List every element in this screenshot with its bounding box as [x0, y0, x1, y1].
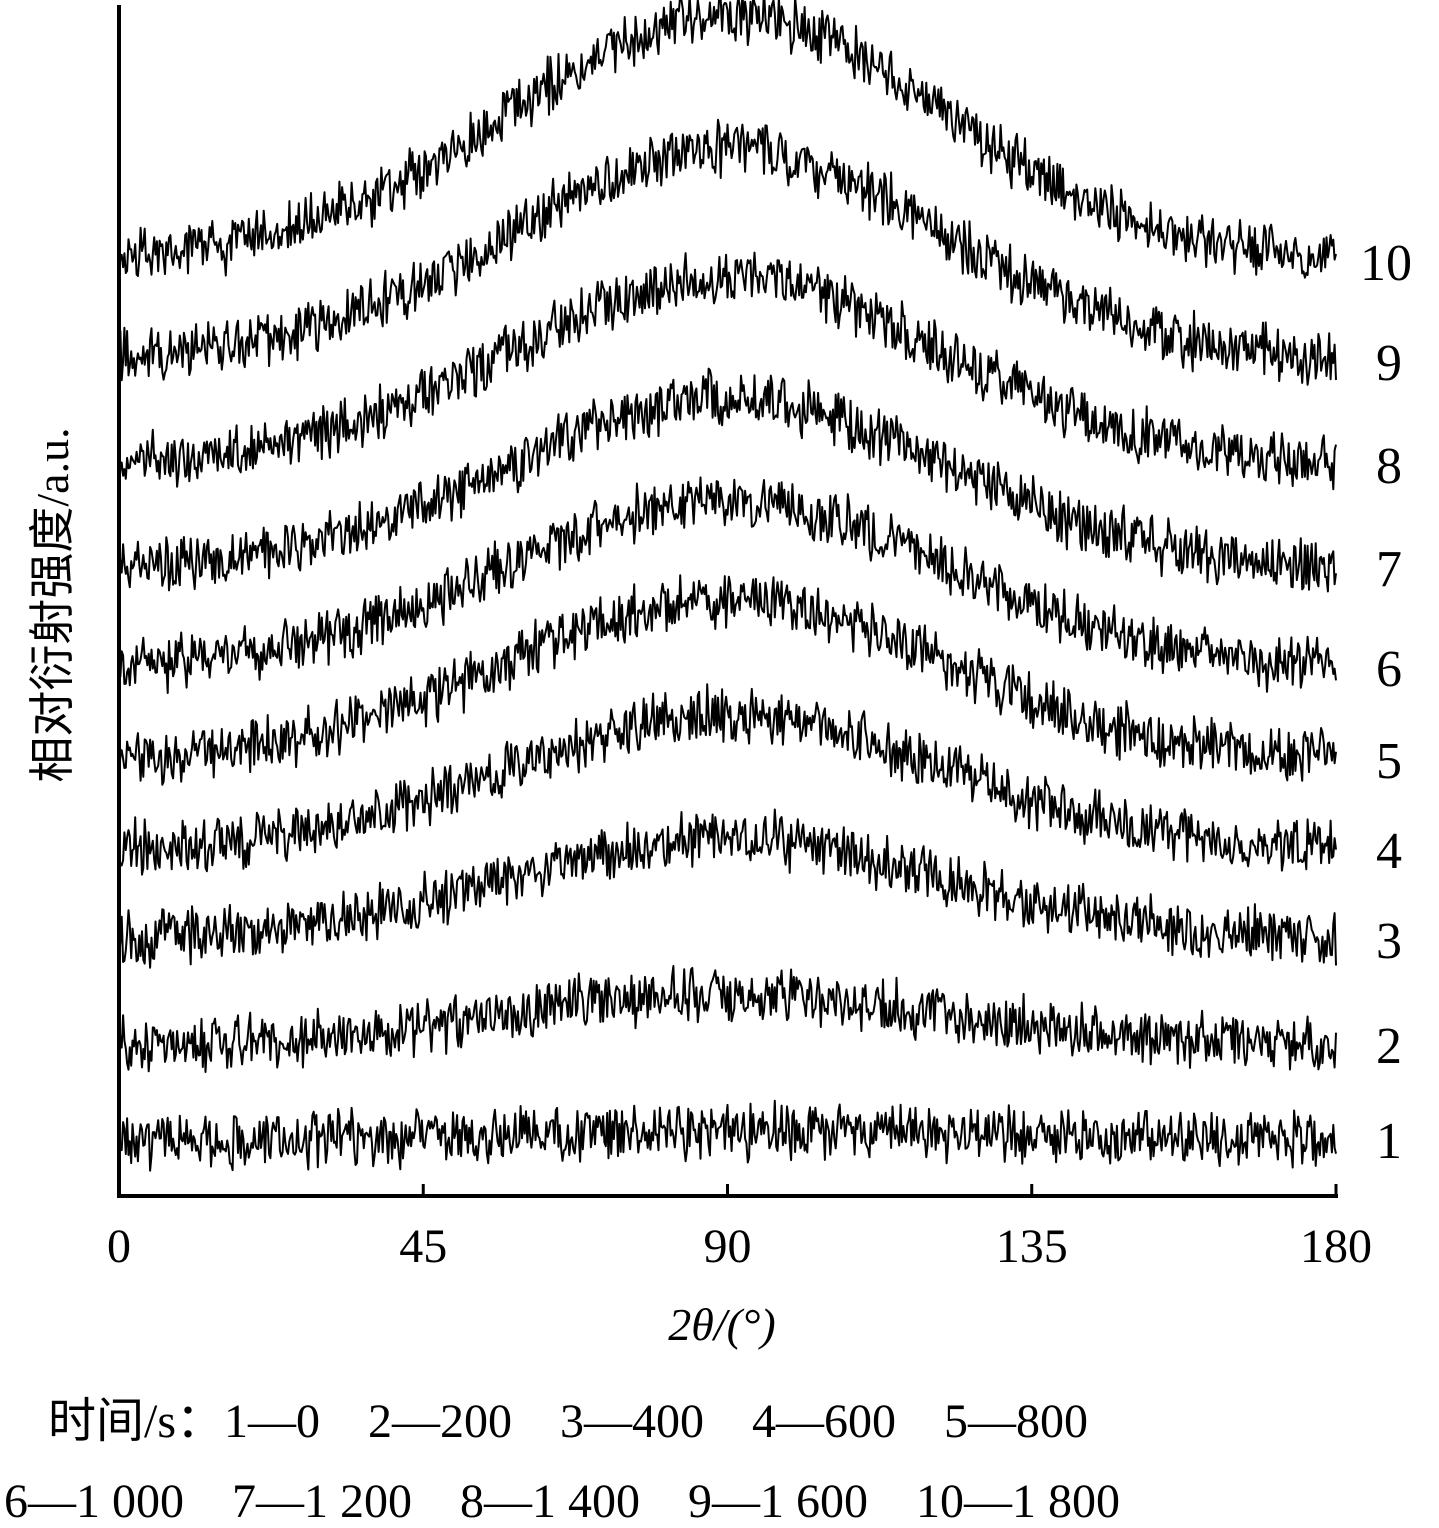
series-line-3: [118, 808, 1337, 969]
series-line-1: [118, 1099, 1337, 1172]
legend-line-1: 时间/s：1—0 2—200 3—400 4—600 5—800: [48, 1395, 1089, 1448]
series-group: [118, 0, 1337, 1172]
series-line-9: [118, 118, 1337, 386]
series-label-10: 10: [1360, 235, 1412, 292]
series-line-4: [118, 683, 1337, 876]
series-label-9: 9: [1376, 335, 1402, 392]
series-label-2: 2: [1376, 1018, 1402, 1075]
series-label-7: 7: [1376, 541, 1402, 598]
x-tick-label-135: 135: [996, 1220, 1068, 1273]
series-labels: 1 2 3 4 5 6 7 8 9 10: [1360, 235, 1412, 1170]
series-label-5: 5: [1376, 733, 1402, 790]
x-axis-title: 2θ/(°): [668, 1299, 775, 1350]
series-line-8: [118, 251, 1337, 491]
x-tick-label-90: 90: [704, 1220, 752, 1273]
x-tick-label-180: 180: [1300, 1220, 1372, 1273]
series-line-7: [118, 367, 1337, 594]
series-line-10: [118, 0, 1337, 279]
series-line-2: [118, 965, 1337, 1073]
x-tick-label-45: 45: [399, 1220, 447, 1273]
series-label-8: 8: [1376, 438, 1402, 495]
series-line-5: [118, 574, 1337, 786]
series-label-1: 1: [1376, 1113, 1402, 1170]
series-line-6: [118, 476, 1337, 694]
x-ticks: 0 45 90 135 180: [107, 1184, 1372, 1273]
series-label-3: 3: [1376, 913, 1402, 970]
series-label-6: 6: [1376, 641, 1402, 698]
y-axis-title: 相对衍射强度/a.u.: [27, 427, 78, 782]
series-label-4: 4: [1376, 823, 1402, 880]
x-tick-label-0: 0: [107, 1220, 131, 1273]
legend-line-2: 6—1 000 7—1 200 8—1 400 9—1 600 10—1 800: [4, 1475, 1120, 1528]
